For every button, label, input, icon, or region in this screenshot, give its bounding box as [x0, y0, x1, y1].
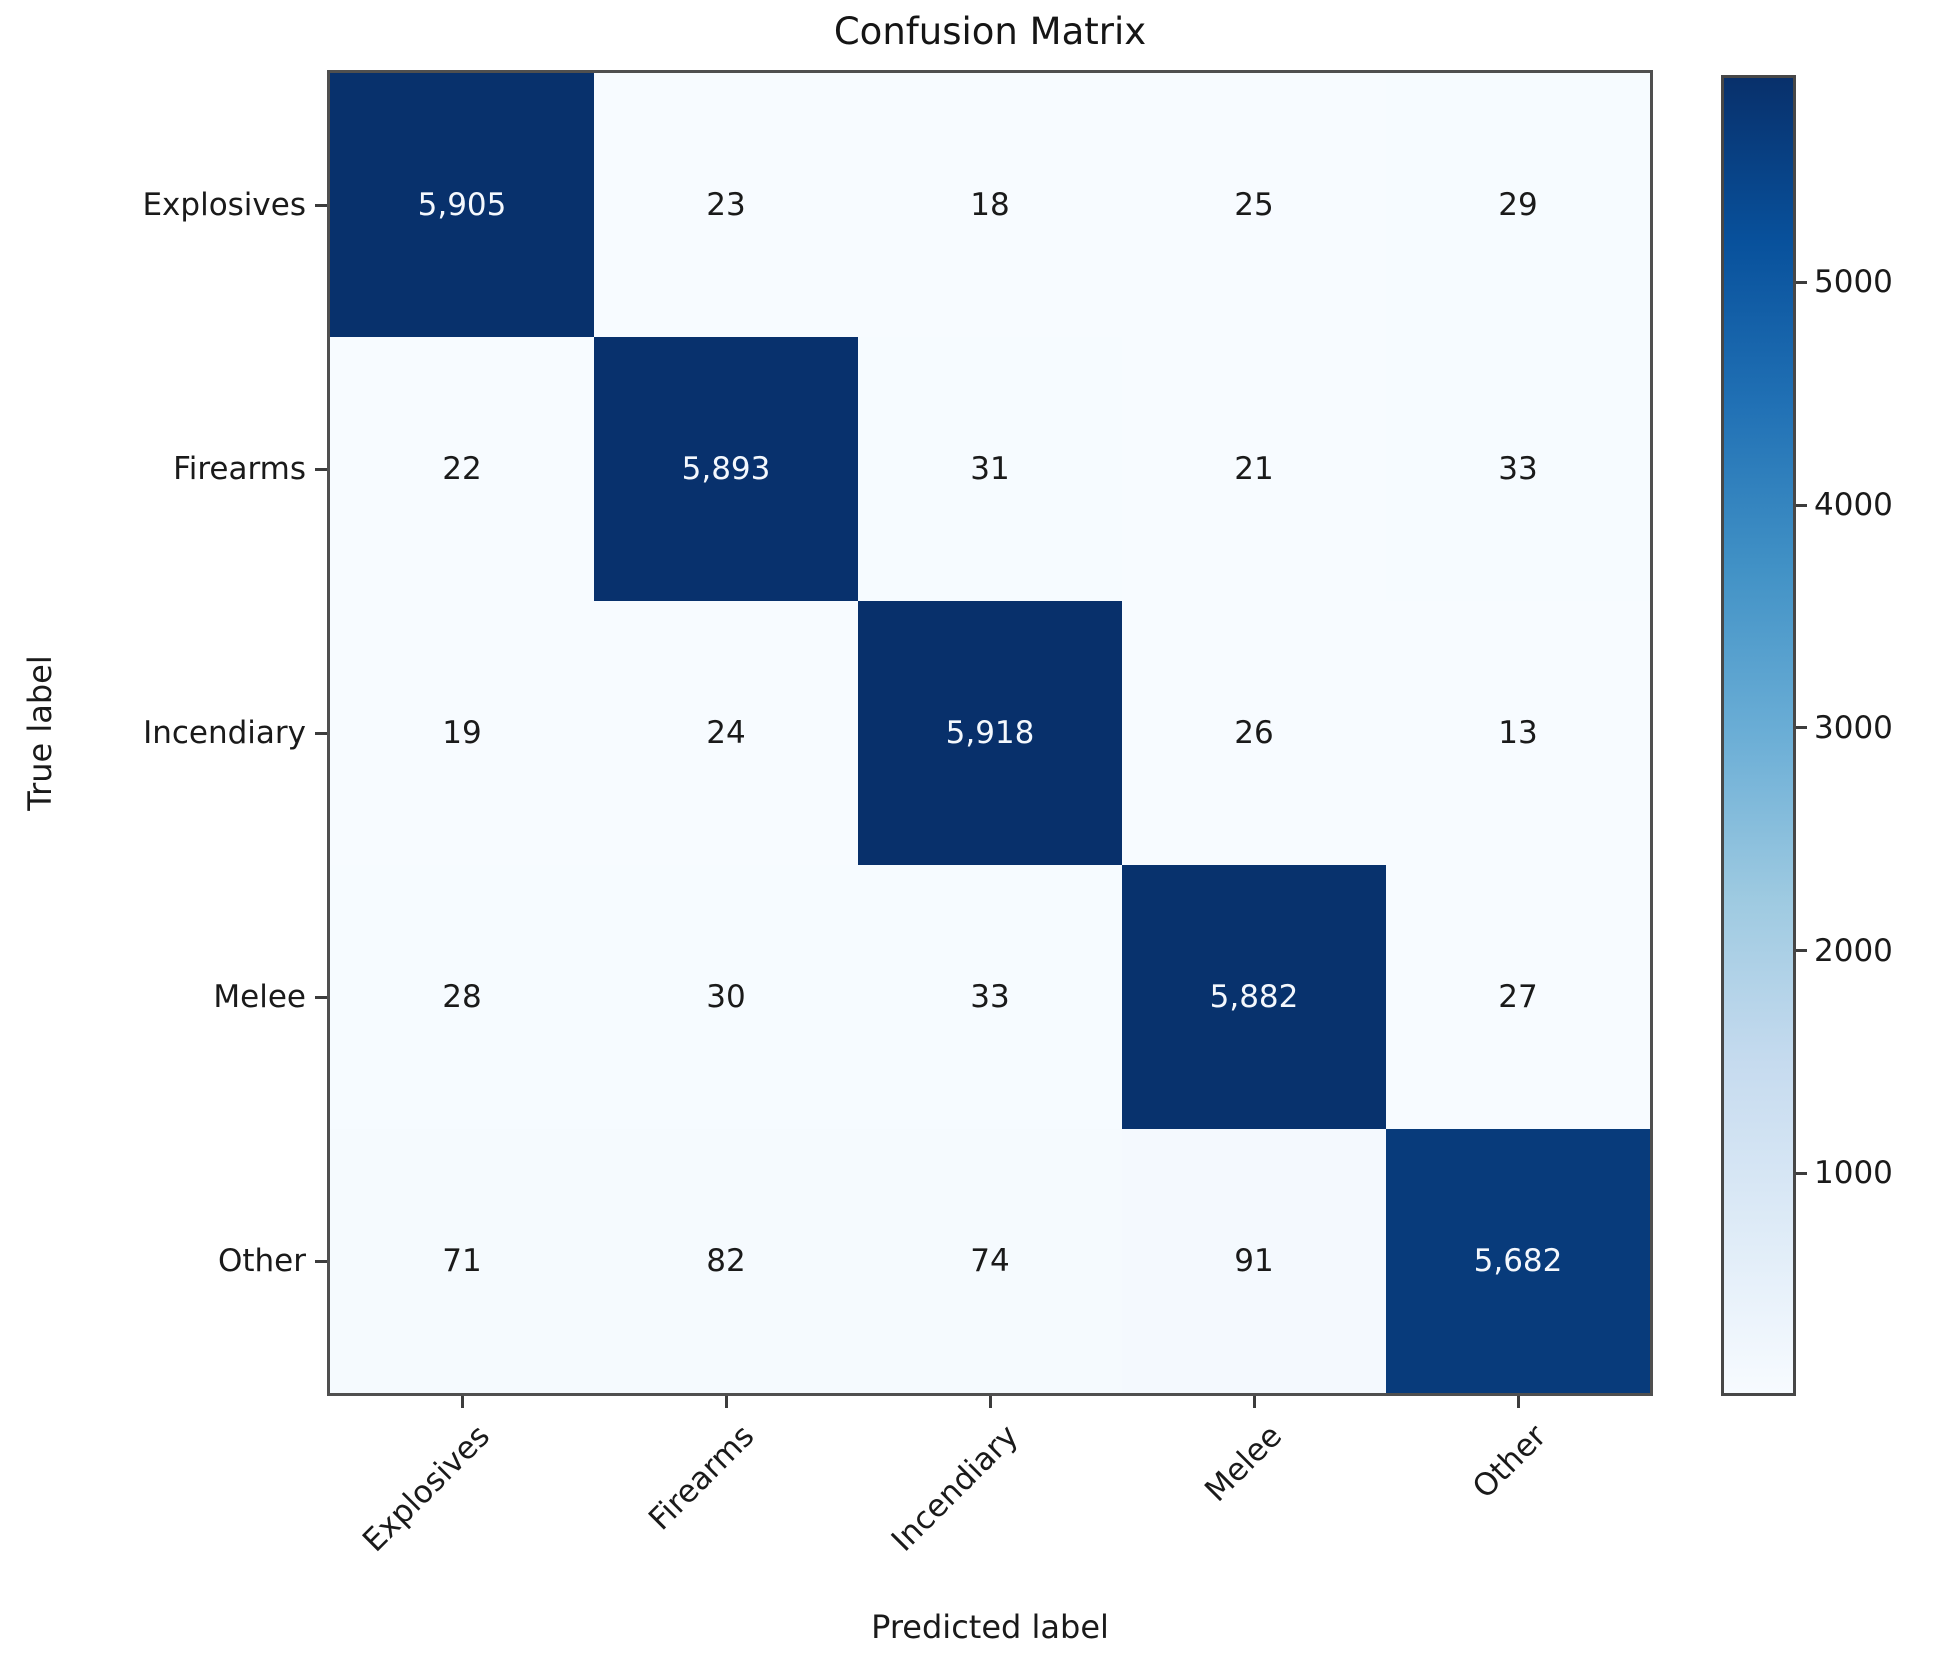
y-tick-mark	[315, 731, 327, 735]
colorbar-tick-mark	[1796, 726, 1807, 730]
colorbar-tick-mark	[1796, 280, 1807, 284]
matrix-cell: 71	[330, 1129, 594, 1393]
x-tick-mark	[724, 1396, 728, 1408]
y-tick-label: Melee	[213, 979, 306, 1015]
x-tick-mark	[988, 1396, 992, 1408]
x-tick-mark	[460, 1396, 464, 1408]
colorbar-tick-mark	[1796, 949, 1807, 952]
colorbar-tick-label: 5000	[1814, 264, 1893, 301]
y-tick-label: Incendiary	[143, 715, 306, 751]
matrix-cell: 74	[858, 1129, 1122, 1393]
y-tick-mark	[315, 203, 327, 207]
matrix-cell: 24	[594, 601, 858, 865]
matrix-cell: 30	[594, 865, 858, 1129]
y-tick-mark	[315, 467, 327, 471]
matrix-cell: 5,682	[1386, 1129, 1650, 1393]
chart-title: Confusion Matrix	[833, 10, 1147, 53]
x-tick-mark	[1252, 1396, 1256, 1408]
y-tick-label: Firearms	[173, 451, 306, 487]
matrix-cell: 91	[1122, 1129, 1386, 1393]
matrix-cell: 19	[330, 601, 594, 865]
x-axis-title: Predicted label	[871, 1608, 1109, 1646]
matrix-cell: 5,918	[858, 601, 1122, 865]
matrix-cell: 82	[594, 1129, 858, 1393]
colorbar-tick-label: 3000	[1814, 709, 1893, 746]
matrix-cell: 21	[1122, 337, 1386, 601]
y-tick-label: Other	[217, 1243, 306, 1279]
y-tick-label: Explosives	[142, 187, 306, 223]
y-tick-mark	[315, 995, 327, 999]
heatmap-plot-area: 5,905 23 18 25 29 22 5,893 31 21 33 19 24 5,918 26 13 2…	[327, 70, 1653, 1396]
matrix-cell: 5,893	[594, 337, 858, 601]
colorbar-tick-label: 2000	[1814, 932, 1893, 969]
matrix-cell: 31	[858, 337, 1122, 601]
matrix-cell: 22	[330, 337, 594, 601]
matrix-cell: 33	[858, 865, 1122, 1129]
matrix-cell: 27	[1386, 865, 1650, 1129]
matrix-cell: 5,882	[1122, 865, 1386, 1129]
matrix-cell: 33	[1386, 337, 1650, 601]
matrix-cell: 18	[858, 73, 1122, 337]
matrix-cell: 23	[594, 73, 858, 337]
matrix-cell: 28	[330, 865, 594, 1129]
colorbar-tick-mark	[1796, 503, 1807, 507]
matrix-cell: 5,905	[330, 73, 594, 337]
colorbar-tick-label: 4000	[1814, 487, 1893, 524]
matrix-cell: 13	[1386, 601, 1650, 865]
colorbar-tick-mark	[1796, 1171, 1807, 1175]
x-tick-mark	[1516, 1396, 1520, 1408]
colorbar-tick-label: 1000	[1814, 1155, 1893, 1192]
matrix-cell: 25	[1122, 73, 1386, 337]
y-tick-mark	[315, 1259, 327, 1263]
matrix-cell: 26	[1122, 601, 1386, 865]
colorbar	[1721, 75, 1796, 1396]
matrix-cell: 29	[1386, 73, 1650, 337]
